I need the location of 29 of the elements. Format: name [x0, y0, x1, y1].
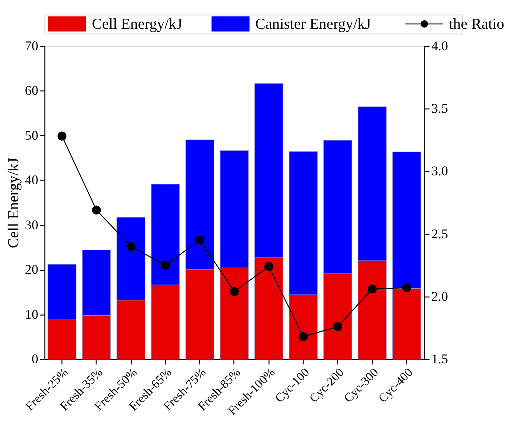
- y-tick-label: 0: [32, 352, 39, 367]
- y-tick-label: 50: [25, 128, 39, 143]
- point: [126, 242, 136, 252]
- point: [92, 206, 102, 215]
- y-axis-title: Cell Energy/kJ: [6, 158, 23, 248]
- point: [230, 287, 240, 296]
- legend-label: Cell Energy/kJ: [92, 16, 183, 33]
- y-tick-label: 40: [25, 172, 39, 188]
- point: [196, 236, 205, 245]
- y2-tick-label: 2.5: [432, 226, 449, 242]
- point: [58, 132, 67, 141]
- point: [368, 284, 377, 294]
- point: [161, 260, 170, 270]
- legend-label: Canister Energy/kJ: [255, 16, 372, 33]
- y2-tick-label: 1.5: [432, 352, 449, 367]
- y-tick-label: 20: [25, 262, 39, 278]
- point: [333, 322, 343, 332]
- legend-label: the Ratio: [449, 16, 505, 33]
- point: [264, 262, 274, 272]
- y-tick-label: 10: [25, 306, 39, 322]
- y2-tick-label: 3.5: [432, 101, 449, 116]
- point: [299, 332, 308, 342]
- point: [402, 284, 412, 292]
- y2-tick-label: 4.0: [432, 38, 449, 54]
- y2-tick-label: 2.0: [432, 289, 449, 304]
- y-tick-label: 60: [25, 83, 39, 98]
- y-tick-label: 70: [25, 38, 39, 54]
- y-tick-label: 30: [25, 217, 39, 232]
- y2-tick-label: 3.0: [432, 164, 449, 179]
